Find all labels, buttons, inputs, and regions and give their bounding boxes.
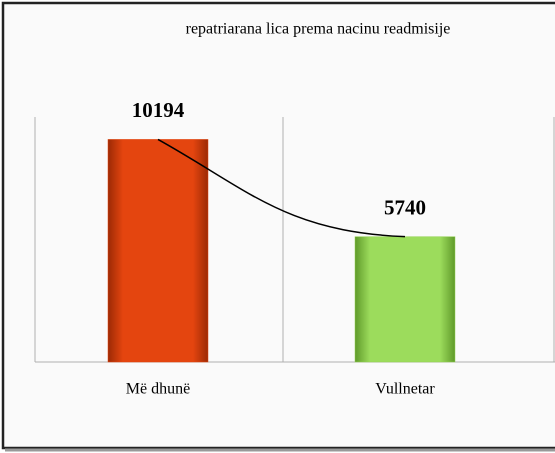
data-label: 10194 — [132, 98, 185, 122]
bar — [107, 139, 209, 363]
x-tick-label: Vullnetar — [375, 381, 435, 398]
trendline — [157, 138, 406, 238]
bar — [354, 236, 456, 363]
x-tick-label: Më dhunë — [126, 381, 190, 398]
data-label: 5740 — [384, 195, 426, 219]
chart-title: repatriarana lica prema nacinu readmisij… — [186, 21, 451, 38]
